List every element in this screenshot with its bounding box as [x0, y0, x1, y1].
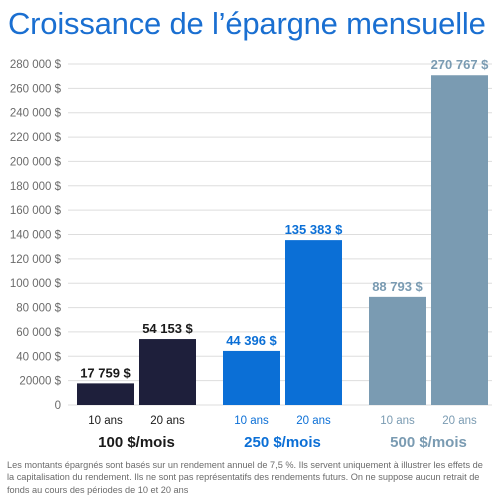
x-tick-label: 10 ans [88, 415, 123, 427]
bar-value-label: 54 153 $ [142, 321, 193, 336]
y-tick-label: 220 000 $ [10, 132, 62, 144]
y-tick-label: 200 000 $ [10, 156, 62, 168]
footnote: Les montants épargnés sont basés sur un … [7, 460, 483, 495]
bar [285, 240, 342, 405]
chart-title: Croissance de l’épargne mensuelle [8, 6, 486, 41]
bar-value-labels: 17 759 $ 54 153 $ 44 396 $ 135 383 $ 88 793 … [80, 57, 489, 380]
group-label: 250 $/mois [244, 434, 321, 451]
x-tick-label: 20 ans [150, 415, 185, 427]
bar-value-label: 17 759 $ [80, 365, 131, 380]
bars [77, 75, 488, 405]
y-tick-label: 0 [55, 400, 61, 412]
bar [77, 383, 134, 405]
bar [369, 296, 426, 405]
y-tick-label: 240 000 $ [10, 108, 62, 120]
bar [431, 75, 488, 405]
y-tick-label: 180 000 $ [10, 181, 62, 193]
y-tick-label: 40 000 $ [16, 351, 61, 363]
bar-value-label: 44 396 $ [226, 333, 277, 348]
x-tick-label: 10 ans [234, 415, 269, 427]
bar-value-label: 135 383 $ [285, 222, 344, 237]
bar-value-label: 270 767 $ [431, 57, 490, 72]
y-tick-label: 280 000 $ [10, 59, 62, 71]
bar [139, 339, 196, 405]
bar-chart: 0 20000 $ 40 000 $ 60 000 $ 80 000 $ 100 000 … [10, 57, 492, 451]
x-tick-label: 20 ans [296, 415, 331, 427]
bar-value-label: 88 793 $ [372, 279, 423, 294]
y-tick-label: 140 000 $ [10, 230, 62, 242]
y-tick-label: 100 000 $ [10, 278, 62, 290]
y-tick-label: 120 000 $ [10, 254, 62, 266]
x-tick-label: 10 ans [380, 415, 415, 427]
group-label: 100 $/mois [98, 434, 175, 451]
y-axis-ticks: 0 20000 $ 40 000 $ 60 000 $ 80 000 $ 100 000 … [10, 59, 62, 412]
bar [223, 350, 280, 405]
y-tick-label: 80 000 $ [16, 303, 61, 315]
x-tick-label: 20 ans [442, 415, 477, 427]
y-tick-label: 60 000 $ [16, 327, 61, 339]
x-axis-categories: 10 ans 20 ans 100 $/mois 10 ans 20 ans 250 $/… [88, 415, 477, 451]
y-tick-label: 160 000 $ [10, 205, 62, 217]
y-tick-label: 260 000 $ [10, 83, 62, 95]
gridlines [68, 63, 492, 406]
group-label: 500 $/mois [390, 434, 467, 451]
y-tick-label: 20000 $ [19, 376, 61, 388]
